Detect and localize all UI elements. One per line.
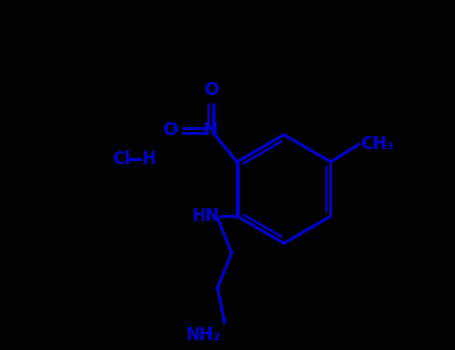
Text: NH₂: NH₂ — [186, 326, 221, 344]
Text: N: N — [203, 121, 218, 139]
Text: Cl: Cl — [112, 150, 130, 168]
Text: O: O — [202, 81, 218, 99]
Text: HN: HN — [191, 207, 219, 225]
Text: CH₃: CH₃ — [360, 135, 394, 153]
Text: O: O — [162, 121, 177, 139]
Text: H: H — [142, 150, 156, 168]
